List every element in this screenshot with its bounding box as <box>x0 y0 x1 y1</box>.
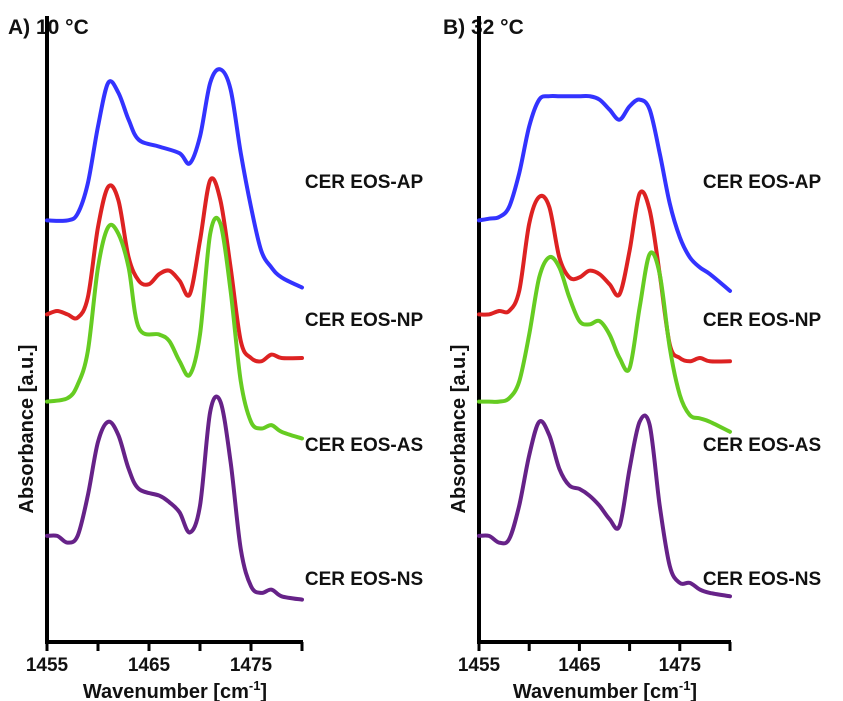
x-axis-title: Wavenumber [cm-1] <box>83 678 267 701</box>
x-tick-label: 1455 <box>458 655 501 676</box>
series-line-cer-eos-as <box>45 215 304 441</box>
x-tick-label: 1455 <box>26 655 69 676</box>
series-line-cer-eos-ap <box>45 67 304 290</box>
series-line-cer-eos-ap <box>477 93 732 293</box>
series-label: CER EOS-AP <box>703 172 822 193</box>
x-tick-label: 1475 <box>659 655 702 676</box>
series-label: CER EOS-AS <box>305 435 423 456</box>
x-tick-label: 1465 <box>128 655 171 676</box>
x-tick-label: 1465 <box>558 655 601 676</box>
series-line-cer-eos-np <box>477 189 732 364</box>
x-axis-title-end: ] <box>690 681 697 701</box>
x-axis-title-main: Wavenumber [cm <box>513 681 679 701</box>
series-label: CER EOS-NP <box>703 310 822 331</box>
x-tick-label: 1475 <box>230 655 273 676</box>
series-label: CER EOS-NS <box>703 569 821 590</box>
x-axis-title-main: Wavenumber [cm <box>83 681 249 701</box>
series-line-cer-eos-ns <box>45 394 304 602</box>
series-line-cer-eos-ns <box>477 413 732 599</box>
series-line-cer-eos-np <box>45 176 304 364</box>
x-axis-title-sup: -1 <box>249 678 261 693</box>
x-axis-title-sup: -1 <box>679 678 691 693</box>
y-axis-title: Absorbance [a.u.] <box>448 345 470 514</box>
x-axis-title: Wavenumber [cm-1] <box>513 678 697 701</box>
series-label: CER EOS-NS <box>305 569 423 590</box>
x-axis-title-end: ] <box>260 681 267 701</box>
panel-title: B) 32 °C <box>443 16 524 39</box>
series-label: CER EOS-AP <box>305 172 424 193</box>
series-line-cer-eos-as <box>477 250 732 434</box>
y-axis-title: Absorbance [a.u.] <box>16 345 38 514</box>
series-label: CER EOS-AS <box>703 435 821 456</box>
series-label: CER EOS-NP <box>305 310 424 331</box>
